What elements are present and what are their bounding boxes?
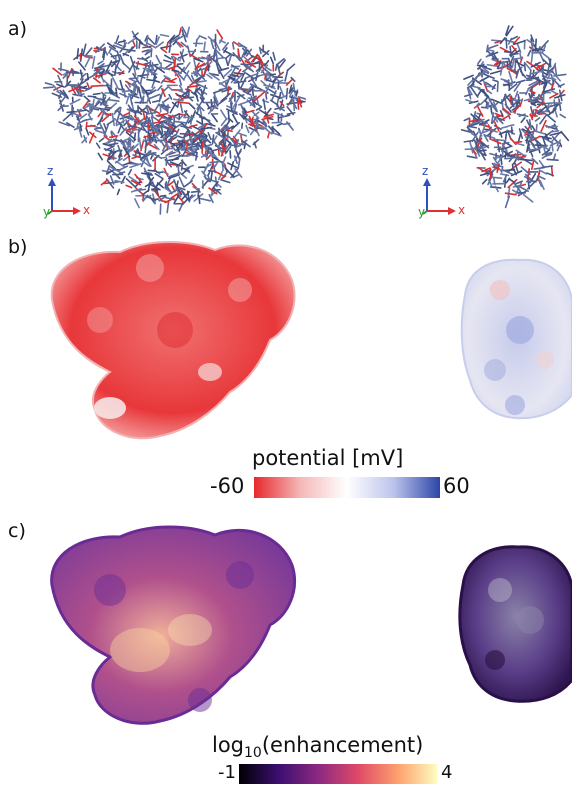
axis-label-z-right: z xyxy=(422,164,429,178)
enhancement-surface-large xyxy=(50,525,297,725)
axis-triad-left xyxy=(47,178,81,215)
potential-colorbar-min: -60 xyxy=(210,474,245,498)
enhancement-colorbar-min: -1 xyxy=(218,762,236,783)
panel-label-b: b) xyxy=(8,236,28,258)
axis-label-x-left: x xyxy=(83,203,91,217)
potential-surface-small xyxy=(460,258,572,420)
axis-label-y-left: y xyxy=(43,205,51,219)
panel-label-a: a) xyxy=(8,18,28,40)
enhancement-title-sub: 10 xyxy=(244,745,262,762)
axis-label-y-right: y xyxy=(418,205,426,219)
enhancement-title-suffix: (enhancement) xyxy=(261,733,424,757)
axis-label-x-right: x xyxy=(458,203,466,217)
enhancement-title-prefix: log xyxy=(212,733,245,757)
protein-stick-model-large xyxy=(42,26,307,215)
panel-label-c: c) xyxy=(8,520,26,542)
enhancement-colorbar-max: 4 xyxy=(441,762,453,783)
potential-colorbar-max: 60 xyxy=(443,474,470,498)
protein-stick-model-small xyxy=(460,25,570,209)
axis-triad-right xyxy=(422,178,456,215)
potential-colorbar xyxy=(254,477,440,498)
enhancement-surface-small xyxy=(458,545,572,703)
potential-surface-large xyxy=(50,241,296,440)
enhancement-colorbar-title: log10(enhancement) xyxy=(212,733,423,761)
axis-label-z-left: z xyxy=(47,164,54,178)
enhancement-colorbar xyxy=(239,764,437,784)
potential-colorbar-title: potential [mV] xyxy=(252,446,404,470)
